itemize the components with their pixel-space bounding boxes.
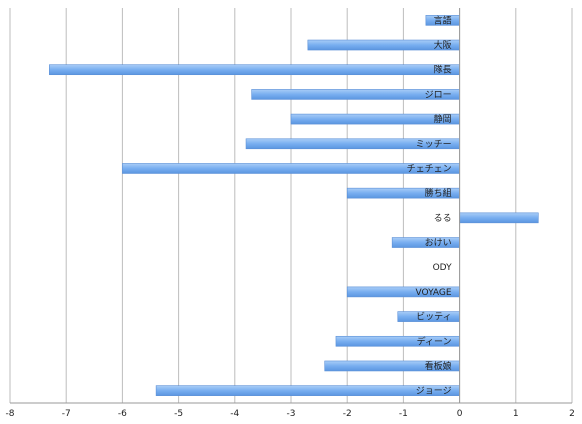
- bar-2: [49, 64, 460, 76]
- category-label: ディーン: [417, 335, 452, 347]
- x-tick-label: -7: [62, 409, 71, 419]
- category-label: 言語: [434, 14, 452, 26]
- category-label: 大阪: [434, 39, 452, 51]
- x-tick-label: -6: [118, 409, 127, 419]
- category-label: るる: [434, 213, 452, 224]
- x-tick-labels: -8 -7 -6 -5 -4 -3 -2 -1 0 1 2: [6, 409, 575, 419]
- category-label: VOYAGE: [416, 288, 452, 298]
- category-label: ビッティ: [416, 312, 451, 323]
- x-tick-label: -5: [174, 409, 183, 419]
- x-tick-label: -4: [230, 409, 239, 419]
- category-label: 隊長: [434, 64, 452, 76]
- bar-15: [155, 385, 460, 396]
- x-tick-label: -8: [6, 409, 15, 419]
- category-label: チェチェン: [407, 163, 452, 174]
- category-label: おけい: [425, 238, 452, 249]
- axes: [10, 8, 572, 404]
- category-label: 看板娘: [425, 360, 452, 372]
- x-tick-label: -3: [287, 409, 296, 419]
- bars: [49, 15, 539, 396]
- category-label: ジロー: [425, 90, 452, 100]
- category-label: 静岡: [434, 113, 452, 125]
- bar-8: [459, 212, 539, 224]
- x-tick-label: -1: [399, 409, 408, 419]
- category-label: ODY: [433, 263, 453, 273]
- category-label: ミッチー: [416, 139, 452, 150]
- category-label: ジョージ: [416, 387, 452, 397]
- category-label: 勝ち組: [425, 187, 452, 199]
- x-tick-label: 2: [569, 409, 575, 419]
- x-tick-label: 1: [513, 409, 519, 419]
- x-tick-label: -2: [343, 409, 352, 419]
- x-tick-label: 0: [457, 409, 463, 419]
